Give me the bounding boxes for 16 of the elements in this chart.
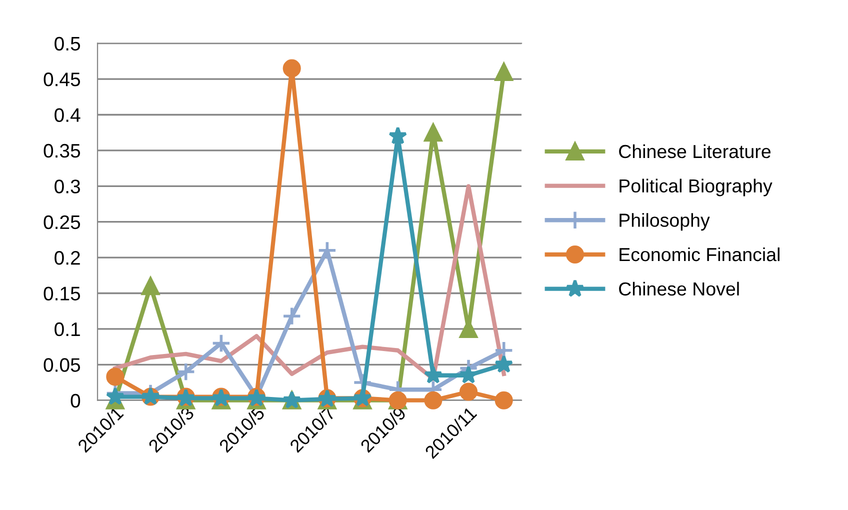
y-tick-label: 0.25 (44, 215, 80, 230)
y-tick-label: 0 (70, 394, 80, 408)
y-tick-label: 0.5 (54, 36, 80, 51)
y-tick-label: 0.1 (54, 322, 80, 336)
y-tick-label: 0.15 (44, 286, 80, 300)
y-tick-label: 0.2 (54, 251, 80, 265)
legend-label: Chinese Novel (619, 282, 739, 296)
legend-label: Political Biography (620, 178, 772, 196)
y-tick-label: 0.45 (44, 72, 80, 86)
legend-label: Philosophy (620, 213, 710, 231)
y-tick-label: 0.3 (54, 180, 80, 194)
legend-label: Economic Financial (620, 247, 780, 262)
y-tick-label: 0.05 (44, 358, 80, 372)
y-tick-label: 0.35 (44, 144, 80, 158)
legend-label: Chinese Literature (619, 144, 771, 158)
y-tick-label: 0.4 (54, 108, 80, 122)
